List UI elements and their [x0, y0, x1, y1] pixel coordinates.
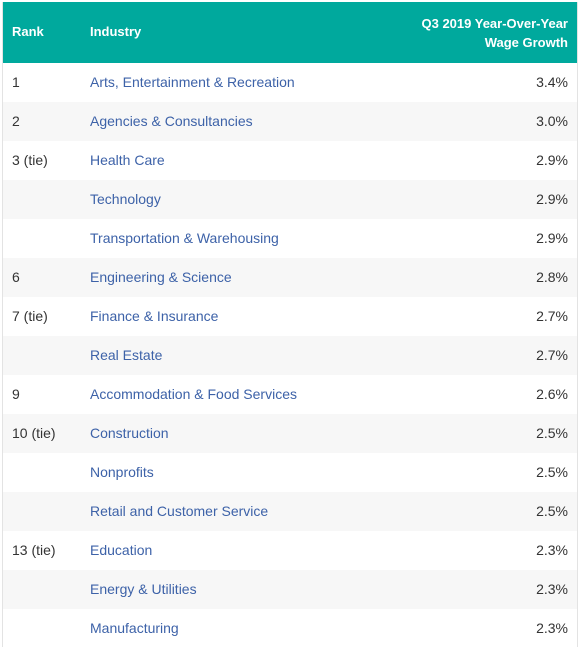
cell-industry-link[interactable]: Energy & Utilities	[90, 581, 197, 597]
cell-industry-link[interactable]: Transportation & Warehousing	[90, 230, 279, 246]
table-row: Transportation & Warehousing 2.9%	[3, 219, 577, 258]
table-row: Real Estate 2.7%	[3, 336, 577, 375]
table-row: 9 Accommodation & Food Services 2.6%	[3, 375, 577, 414]
cell-growth: 2.3%	[536, 581, 568, 597]
cell-growth: 2.6%	[536, 386, 568, 402]
table-row: 1 Arts, Entertainment & Recreation 3.4%	[3, 63, 577, 102]
cell-rank: 6	[12, 269, 20, 285]
header-rank: Rank	[12, 24, 44, 39]
table-row: Energy & Utilities 2.3%	[3, 570, 577, 609]
cell-growth: 3.4%	[536, 74, 568, 90]
cell-growth: 2.3%	[536, 542, 568, 558]
header-wage-growth-line1: Q3 2019 Year-Over-Year	[421, 16, 569, 31]
cell-growth: 2.9%	[536, 191, 568, 207]
cell-rank: 3 (tie)	[12, 152, 48, 168]
table-row: 3 (tie) Health Care 2.9%	[3, 141, 577, 180]
cell-growth: 2.9%	[536, 230, 568, 246]
cell-rank: 1	[12, 74, 20, 90]
header-wage-growth: Q3 2019 Year-Over-Year Wage Growth	[368, 14, 569, 52]
cell-industry-link[interactable]: Nonprofits	[90, 464, 154, 480]
table-row: 7 (tie) Finance & Insurance 2.7%	[3, 297, 577, 336]
cell-industry-link[interactable]: Finance & Insurance	[90, 308, 219, 324]
table-row: 10 (tie) Construction 2.5%	[3, 414, 577, 453]
cell-industry-link[interactable]: Health Care	[90, 152, 165, 168]
cell-industry-link[interactable]: Retail and Customer Service	[90, 503, 269, 519]
cell-growth: 2.7%	[536, 347, 568, 363]
cell-growth: 2.9%	[536, 152, 568, 168]
cell-growth: 2.8%	[536, 269, 568, 285]
cell-growth: 3.0%	[536, 113, 568, 129]
table-row: Manufacturing 2.3%	[3, 609, 577, 648]
cell-industry-link[interactable]: Real Estate	[90, 347, 163, 363]
cell-industry-link[interactable]: Arts, Entertainment & Recreation	[90, 74, 295, 90]
cell-industry-link[interactable]: Engineering & Science	[90, 269, 232, 285]
table-row: 6 Engineering & Science 2.8%	[3, 258, 577, 297]
cell-rank: 2	[12, 113, 20, 129]
cell-rank: 13 (tie)	[12, 542, 56, 558]
cell-growth: 2.7%	[536, 308, 568, 324]
cell-industry-link[interactable]: Agencies & Consultancies	[90, 113, 253, 129]
table-header: Rank Industry Q3 2019 Year-Over-Year Wag…	[3, 2, 577, 63]
table-row: 13 (tie) Education 2.3%	[3, 531, 577, 570]
cell-growth: 2.5%	[536, 464, 568, 480]
cell-industry-link[interactable]: Manufacturing	[90, 620, 179, 636]
header-wage-growth-line2: Wage Growth	[484, 35, 568, 50]
cell-industry-link[interactable]: Technology	[90, 191, 161, 207]
table-row: 2 Agencies & Consultancies 3.0%	[3, 102, 577, 141]
cell-industry-link[interactable]: Construction	[90, 425, 169, 441]
cell-industry-link[interactable]: Accommodation & Food Services	[90, 386, 297, 402]
table-row: Nonprofits 2.5%	[3, 453, 577, 492]
cell-growth: 2.5%	[536, 425, 568, 441]
cell-growth: 2.5%	[536, 503, 568, 519]
cell-rank: 10 (tie)	[12, 425, 56, 441]
table-body: 1 Arts, Entertainment & Recreation 3.4% …	[3, 63, 577, 648]
header-industry: Industry	[90, 24, 142, 39]
cell-rank: 7 (tie)	[12, 308, 48, 324]
table-row: Technology 2.9%	[3, 180, 577, 219]
cell-rank: 9	[12, 386, 20, 402]
table-row: Retail and Customer Service 2.5%	[3, 492, 577, 531]
cell-industry-link[interactable]: Education	[90, 542, 153, 558]
cell-growth: 2.3%	[536, 620, 568, 636]
